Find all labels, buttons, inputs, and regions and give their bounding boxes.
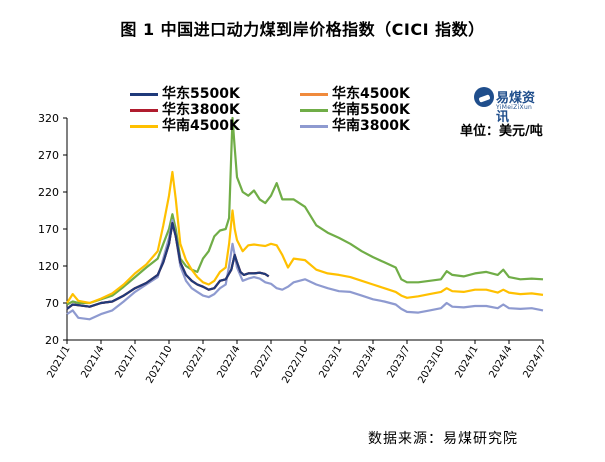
- x-tick-label: 2021/7: [113, 344, 140, 380]
- x-tick-label: 2024/4: [487, 344, 514, 380]
- logo-icon: [474, 87, 494, 107]
- y-tick-label: 220: [38, 186, 59, 199]
- x-tick-label: 2023/1: [317, 344, 344, 380]
- y-tick-label: 170: [38, 223, 59, 236]
- series-line-华南3800K: [66, 219, 544, 321]
- legend-label: 华南4500K: [162, 118, 240, 134]
- y-tick-label: 270: [38, 149, 59, 162]
- legend-swatch: [130, 125, 158, 128]
- x-tick-label: 2022/7: [249, 344, 276, 380]
- y-tick-label: 70: [45, 297, 59, 310]
- unit-label: 单位：美元/吨: [460, 124, 543, 139]
- brand-logo: 易煤资讯 YiMeiZiXun: [474, 85, 546, 125]
- x-tick-label: 2023/4: [351, 344, 378, 380]
- series-line-华东5500K: [66, 222, 270, 310]
- x-tick-label: 2022/4: [215, 344, 242, 380]
- logo-subtitle: YiMeiZiXun: [496, 104, 533, 111]
- legend-swatch: [300, 125, 328, 128]
- figure-title: 图 1 中国进口动力煤到岸价格指数（CICI 指数）: [120, 20, 485, 39]
- x-tick-label: 2024/7: [521, 344, 548, 380]
- legend-label: 华南5500K: [332, 102, 410, 118]
- legend-label: 华南3800K: [332, 118, 410, 134]
- legend-label: 华东5500K: [162, 86, 240, 102]
- series-line-华南5500K: [66, 116, 544, 306]
- x-tick-label: 2021/1: [45, 344, 72, 380]
- legend-label: 华东4500K: [332, 86, 410, 102]
- x-tick-label: 2022/10: [280, 344, 310, 385]
- legend-swatch: [130, 109, 158, 112]
- x-tick-label: 2024/1: [453, 344, 480, 380]
- series-layer: [66, 116, 544, 321]
- legend-swatch: [300, 93, 328, 96]
- x-tick-label: 2023/10: [416, 344, 446, 385]
- logo-name: 易煤资讯: [496, 91, 536, 125]
- x-tick-label: 2021/4: [79, 344, 106, 380]
- y-tick-label: 120: [38, 260, 59, 273]
- legend-label: 华东3800K: [162, 102, 240, 118]
- y-tick-label: 320: [38, 112, 59, 125]
- y-tick-label: 20: [45, 334, 59, 347]
- legend-swatch: [300, 109, 328, 112]
- legend-swatch: [130, 93, 158, 96]
- x-tick-label: 2022/1: [181, 344, 208, 380]
- x-tick-label: 2021/10: [144, 344, 174, 385]
- source-note: 数据来源：易煤研究院: [368, 431, 518, 447]
- x-tick-label: 2023/7: [385, 344, 412, 380]
- series-line-华南4500K: [66, 170, 544, 305]
